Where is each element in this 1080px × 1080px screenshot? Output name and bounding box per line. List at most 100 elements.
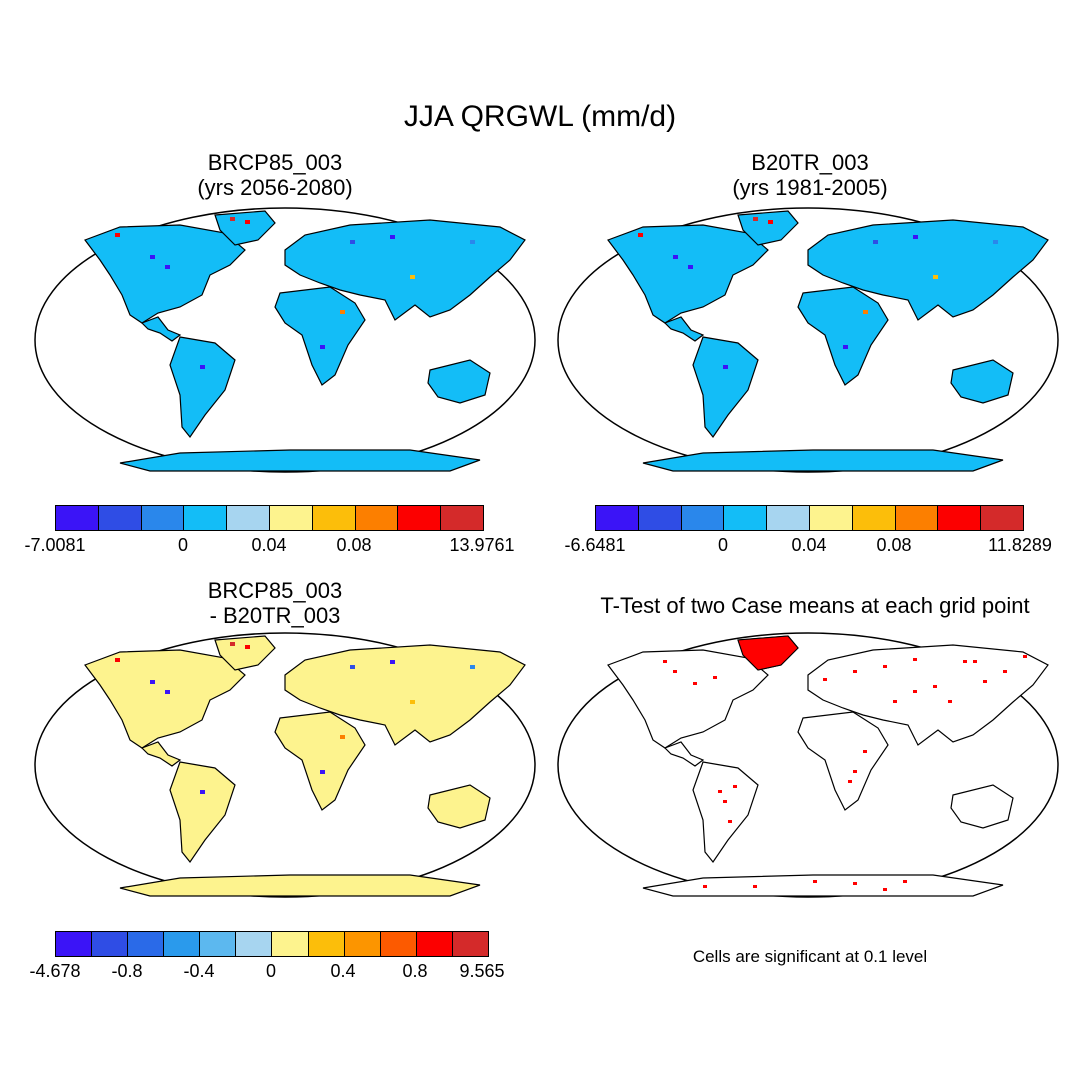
colorbar-swatch (441, 506, 483, 530)
anomaly-cell (350, 240, 355, 244)
map-panel-4 (553, 630, 1063, 900)
panel3-title-line2: - B20TR_003 (209, 603, 341, 628)
significant-cell (933, 685, 937, 688)
anomaly-cell (350, 665, 355, 669)
anomaly-cell (863, 310, 868, 314)
anomaly-cell (115, 658, 120, 662)
significant-cell (728, 820, 732, 823)
colorbar-swatch (227, 506, 270, 530)
anomaly-cell (410, 700, 415, 704)
panel1-title-line2: (yrs 2056-2080) (197, 175, 353, 200)
colorbar-swatch (452, 932, 488, 956)
colorbar-label: 0.04 (251, 535, 287, 555)
panel2-title: B20TR_003 (yrs 1981-2005) (630, 150, 990, 200)
land-south-america (692, 761, 759, 864)
anomaly-cell (340, 310, 345, 314)
panel3-title-line1: BRCP85_003 (207, 578, 343, 603)
colorbar-swatch (981, 506, 1023, 530)
panel4-title: T-Test of two Case means at each grid po… (600, 593, 1030, 618)
map-panel-1 (30, 205, 540, 475)
colorbar-label: 0 (177, 535, 189, 555)
anomaly-cell (843, 345, 848, 349)
anomaly-cell (410, 275, 415, 279)
anomaly-cell (688, 265, 693, 269)
significant-cell (853, 670, 857, 673)
colorbar-swatch (767, 506, 810, 530)
map-panel-3 (30, 630, 540, 900)
colorbar-label: 0.04 (791, 535, 827, 555)
anomaly-cell (753, 217, 758, 221)
colorbar-label: 0.08 (336, 535, 372, 555)
anomaly-cell (993, 240, 998, 244)
significant-cell (848, 780, 852, 783)
panel3-title: BRCP85_003 - B20TR_003 (95, 578, 455, 628)
land-south-america (169, 761, 236, 864)
colorbar-swatch (269, 506, 313, 530)
significant-region-greenland (737, 635, 799, 671)
colorbar-swatch (380, 932, 417, 956)
significant-cell (813, 880, 817, 883)
world-map (34, 632, 536, 898)
world-map (34, 207, 536, 473)
land-north-america (84, 649, 246, 749)
significant-cell (673, 670, 677, 673)
colorbar-label: 0.08 (876, 535, 912, 555)
colorbar-label: -6.6481 (564, 535, 626, 555)
anomaly-cell (230, 217, 235, 221)
anomaly-cell (933, 275, 938, 279)
colorbar-swatch (236, 932, 273, 956)
anomaly-cell (390, 660, 395, 664)
colorbar-swatch (355, 506, 399, 530)
anomaly-cell (673, 255, 678, 259)
anomaly-cell (115, 233, 120, 237)
significant-cell (883, 888, 887, 891)
significance-note: Cells are significant at 0.1 level (692, 947, 928, 966)
colorbar-label: -0.4 (183, 961, 215, 981)
significant-cell (753, 885, 757, 888)
panel1-title-line1: BRCP85_003 (207, 150, 343, 175)
significant-cell (853, 770, 857, 773)
anomaly-cell (723, 365, 728, 369)
significant-cell (733, 785, 737, 788)
land-south-america (169, 336, 236, 439)
anomaly-cell (320, 770, 325, 774)
colorbar-swatch (681, 506, 725, 530)
anomaly-cell (768, 220, 773, 224)
anomaly-cell (245, 645, 250, 649)
colorbar-3 (55, 931, 489, 957)
land-central-america (140, 741, 182, 767)
significant-cell (1023, 655, 1027, 658)
colorbar-swatch (312, 506, 356, 530)
colorbar-swatch (895, 506, 939, 530)
significant-cell (973, 660, 977, 663)
panel1-title: BRCP85_003 (yrs 2056-2080) (95, 150, 455, 200)
world-map (557, 207, 1059, 473)
significant-cell (948, 700, 952, 703)
colorbar-label: 0 (265, 961, 277, 981)
colorbar-swatch (128, 932, 165, 956)
land-north-america (84, 224, 246, 324)
colorbar-label: 13.9761 (449, 535, 515, 555)
anomaly-cell (150, 255, 155, 259)
land-australia (427, 784, 491, 829)
land-central-america (663, 741, 705, 767)
colorbar-swatch (852, 506, 896, 530)
colorbar-swatch (272, 932, 309, 956)
anomaly-cell (913, 235, 918, 239)
anomaly-cell (165, 690, 170, 694)
land-australia (427, 359, 491, 404)
colorbar-swatch (98, 506, 142, 530)
panel2-title-line1: B20TR_003 (751, 150, 869, 175)
anomaly-cell (200, 365, 205, 369)
land-south-america (692, 336, 759, 439)
significant-cell (718, 790, 722, 793)
colorbar-label: 0.8 (402, 961, 428, 981)
significant-cell (703, 885, 707, 888)
colorbar-swatch (416, 932, 453, 956)
significant-cell (713, 676, 717, 679)
colorbar-swatch (809, 506, 853, 530)
anomaly-cell (470, 240, 475, 244)
significant-cell (823, 678, 827, 681)
land-australia (950, 784, 1014, 829)
anomaly-cell (470, 665, 475, 669)
